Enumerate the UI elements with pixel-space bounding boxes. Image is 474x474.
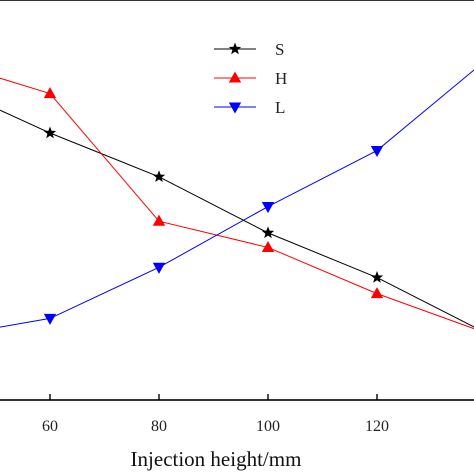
data-point-s-1: [43, 126, 57, 139]
data-point-l-1: [43, 313, 57, 325]
data-point-s-2: [152, 170, 166, 183]
data-point-h-3: [261, 240, 275, 253]
data-point-l-3: [261, 202, 275, 214]
legend-label-s: S: [275, 40, 284, 59]
legend-label-l: L: [275, 98, 285, 117]
series-markers: [43, 87, 384, 325]
series-line-l: [0, 69, 474, 328]
x-tick-label: 120: [365, 418, 389, 435]
legend-label-h: H: [275, 69, 287, 88]
x-tick-label: 100: [256, 418, 280, 435]
data-point-s-4: [370, 271, 384, 283]
data-point-l-2: [152, 262, 166, 274]
x-axis-label: Injection height/mm: [131, 447, 302, 471]
data-point-l-4: [370, 145, 384, 158]
legend-marker-s: [228, 42, 242, 55]
legend-marker-h: [228, 71, 242, 83]
series-line-s: [0, 109, 474, 328]
data-point-s-3: [261, 226, 275, 239]
data-point-h-4: [370, 287, 384, 299]
plot-border: [0, 0, 474, 401]
data-point-h-1: [43, 87, 57, 99]
legend: SHL: [214, 40, 287, 117]
data-point-h-2: [152, 214, 166, 226]
x-tick-label: 60: [42, 418, 58, 435]
plot-frame: [0, 0, 474, 401]
series-line-h: [0, 77, 474, 330]
series-lines: [0, 69, 474, 330]
x-tick-label: 80: [151, 418, 167, 435]
legend-marker-l: [228, 102, 242, 114]
x-axis-ticks: 60 80 100 120: [42, 394, 389, 435]
